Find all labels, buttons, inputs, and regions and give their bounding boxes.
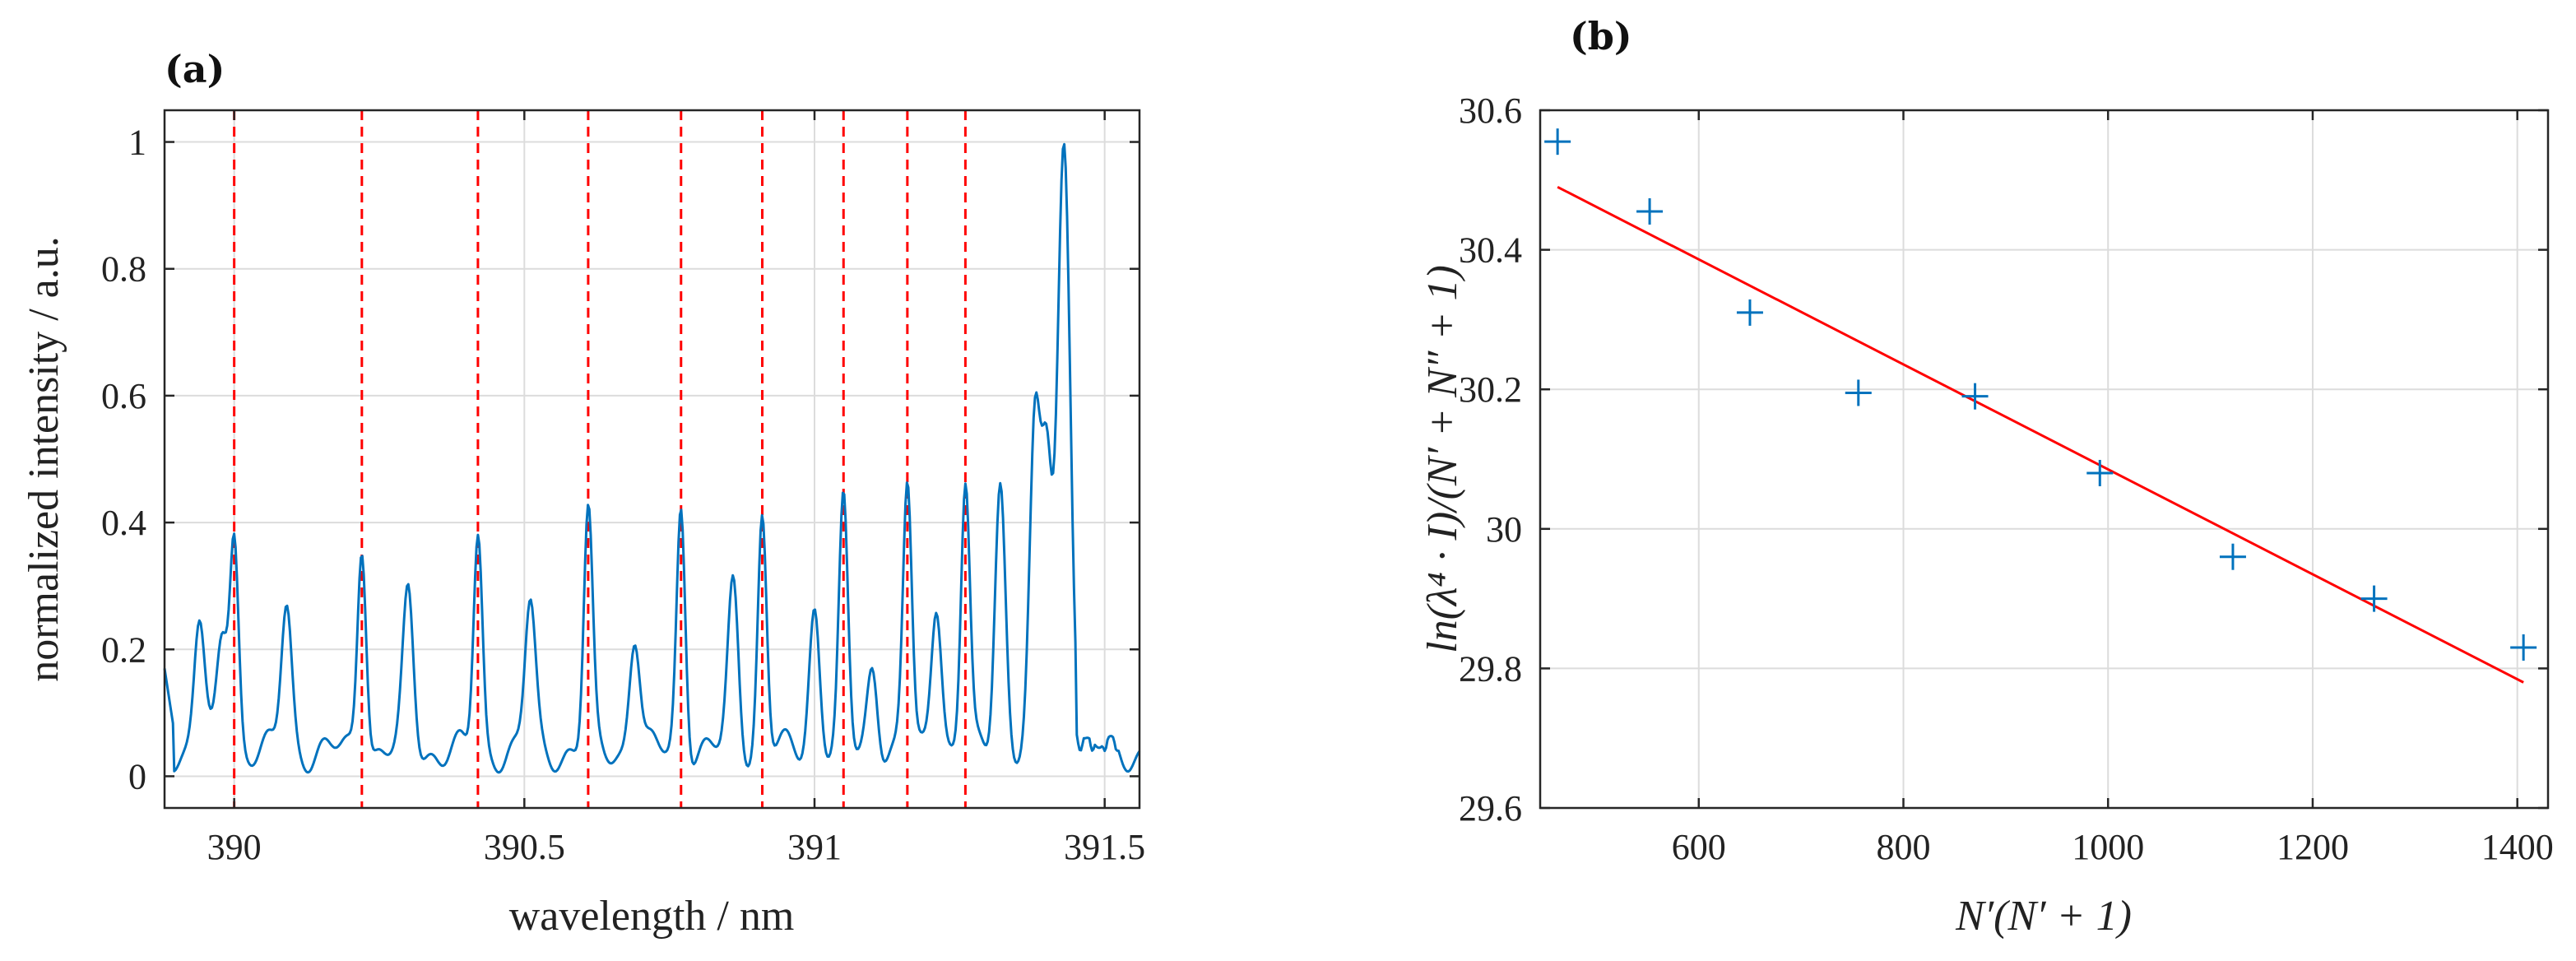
panel-b-x-tick-labels: 600 800 1000 1200 1400 bbox=[1672, 827, 2554, 867]
panel-a-label: (a) bbox=[165, 47, 225, 91]
panel-b-data-point-1 bbox=[1636, 197, 1664, 225]
panel-b-gridlines bbox=[1540, 109, 2548, 809]
panel-a-peak-markers bbox=[233, 110, 967, 808]
panel-a-ytick-label-4: 0.8 bbox=[101, 249, 146, 290]
panel-a-y-tick-labels: 0 0.2 0.4 0.6 0.8 1 bbox=[101, 123, 146, 797]
panel-b-fit-line bbox=[1557, 185, 2524, 684]
panel-b-xtick-label-1: 800 bbox=[1876, 827, 1930, 867]
panel-b-data-point-8 bbox=[2510, 634, 2537, 661]
panel-a-x-axis-title: wavelength / nm bbox=[509, 893, 795, 940]
panel-a-xtick-label-0: 390 bbox=[207, 827, 262, 867]
panel-b-data-point-2 bbox=[1736, 299, 1763, 326]
panel-a-ytick-label-3: 0.6 bbox=[101, 376, 146, 416]
panel-a-xtick-label-3: 391.5 bbox=[1064, 827, 1145, 867]
panel-b-y-axis-title: ln(λ⁴ · I)/(N′ + N″ + 1) bbox=[1419, 265, 1466, 653]
panel-a-ytick-label-0: 0 bbox=[128, 756, 146, 796]
panel-a-xtick-label-1: 390.5 bbox=[484, 827, 565, 867]
panel-b-xtick-label-2: 1000 bbox=[2072, 827, 2144, 867]
panel-b-ytick-label-4: 30.4 bbox=[1459, 230, 1522, 271]
panel-b-ticks bbox=[1540, 109, 2548, 810]
panel-b-xtick-label-4: 1400 bbox=[2481, 827, 2554, 867]
panel-a-ytick-label-5: 1 bbox=[128, 123, 146, 163]
panel-a-ytick-label-1: 0.2 bbox=[101, 629, 146, 670]
panel-b-data-point-6 bbox=[2219, 543, 2246, 570]
panel-a-x-tick-labels: 390 390.5 391 391.5 bbox=[207, 827, 1146, 867]
panel-a-ticks bbox=[165, 110, 1139, 808]
panel-b-ytick-label-2: 30 bbox=[1486, 509, 1522, 550]
panel-b-ytick-label-0: 29.6 bbox=[1459, 788, 1522, 829]
panel-b-y-tick-labels: 29.6 29.8 30 30.2 30.4 30.6 bbox=[1459, 91, 1522, 829]
panel-b-data-point-5 bbox=[2086, 459, 2114, 486]
panel-b-ytick-label-3: 30.2 bbox=[1459, 369, 1522, 410]
panel-a-xtick-label-2: 391 bbox=[787, 827, 842, 867]
panel-b-xtick-label-3: 1200 bbox=[2277, 827, 2349, 867]
panel-a-ytick-label-2: 0.4 bbox=[101, 503, 146, 543]
panel-b-xtick-label-0: 600 bbox=[1672, 827, 1726, 867]
panel-b-data-points bbox=[1544, 128, 2537, 661]
panel-b-plot-frame bbox=[1539, 109, 2550, 810]
panel-b-data-point-3 bbox=[1845, 379, 1872, 406]
panel-a-gridlines bbox=[165, 110, 1139, 808]
panel-b-data-point-0 bbox=[1544, 128, 1571, 156]
panel-a: (a) 390 390.5 391 391.5 0 0.2 0.4 0.6 0.8 1 wave… bbox=[21, 47, 1145, 940]
panel-a-plot-frame bbox=[163, 109, 1141, 810]
panel-a-y-axis-title: normalized intensity / a.u. bbox=[21, 236, 67, 682]
panel-b-label: (b) bbox=[1570, 14, 1632, 58]
panel-b-ytick-label-1: 29.8 bbox=[1459, 648, 1522, 689]
panel-b-ytick-label-5: 30.6 bbox=[1459, 91, 1522, 131]
panel-b-data-point-7 bbox=[2360, 585, 2388, 612]
panel-b-data-point-4 bbox=[1961, 383, 1989, 410]
panel-b: (b) 600 800 1000 1200 1400 29.6 29.8 30 30.2 30.… bbox=[1419, 14, 2554, 940]
panel-a-spectrum-line bbox=[163, 142, 1141, 774]
panel-b-x-axis-title: N′(N′ + 1) bbox=[1955, 893, 2132, 940]
